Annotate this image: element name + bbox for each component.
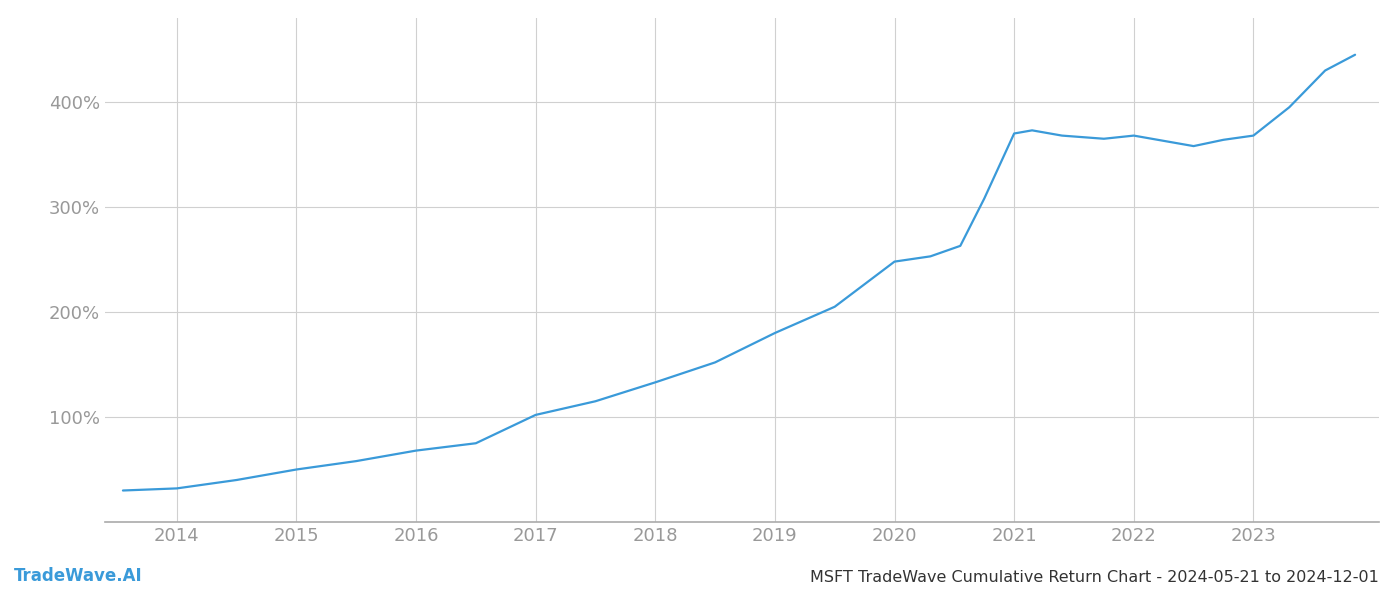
- Text: MSFT TradeWave Cumulative Return Chart - 2024-05-21 to 2024-12-01: MSFT TradeWave Cumulative Return Chart -…: [811, 570, 1379, 585]
- Text: TradeWave.AI: TradeWave.AI: [14, 567, 143, 585]
